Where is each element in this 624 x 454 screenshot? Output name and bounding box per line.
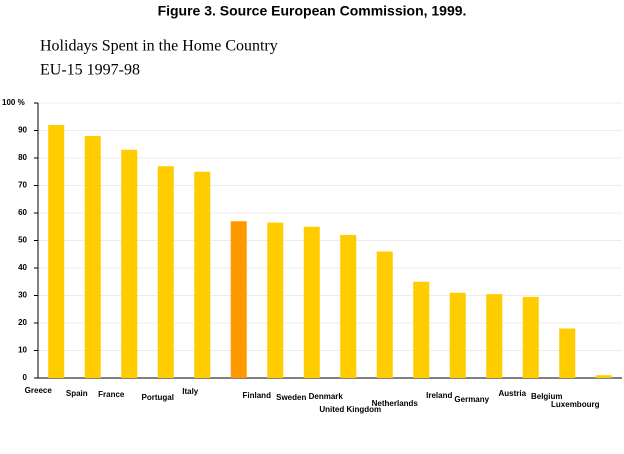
- bar: [522, 296, 539, 378]
- bar: [340, 235, 357, 378]
- bar: [595, 375, 612, 378]
- bar: [413, 281, 430, 378]
- y-tick-label: 20: [18, 318, 27, 327]
- bar: [559, 328, 576, 378]
- bar: [376, 251, 393, 378]
- x-tick-label: Greece: [25, 386, 53, 395]
- bar: [84, 136, 101, 378]
- x-tick-label: Austria: [498, 389, 526, 398]
- y-tick-label: 10: [18, 346, 27, 355]
- y-tick-label: 80: [18, 153, 27, 162]
- bar: [48, 125, 65, 378]
- x-tick-label: United Kingdom: [319, 405, 381, 414]
- y-tick-label: 30: [18, 291, 27, 300]
- bar: [267, 222, 284, 378]
- x-tick-label: Sweden: [276, 393, 306, 402]
- bar: [486, 294, 503, 378]
- y-tick-label: 50: [18, 236, 27, 245]
- x-tick-label: Belgium: [531, 392, 563, 401]
- chart-subtitle: Holidays Spent in the Home Country: [40, 38, 278, 55]
- y-tick-label: 60: [18, 208, 27, 217]
- x-tick-label: Portugal: [142, 393, 174, 402]
- bar: [449, 292, 466, 378]
- bar: [230, 221, 247, 378]
- x-tick-label: Luxembourg: [551, 400, 600, 409]
- y-tick-label: 40: [18, 263, 27, 272]
- chart-subtitle: EU-15 1997-98: [40, 62, 140, 79]
- y-tick-label: 0: [23, 373, 28, 382]
- chart-title: Figure 3. Source European Commission, 19…: [158, 3, 467, 19]
- bar: [121, 149, 138, 378]
- y-tick-label: 100 %: [2, 98, 25, 107]
- x-tick-label: Spain: [66, 389, 88, 398]
- bar: [157, 166, 174, 378]
- x-tick-label: Germany: [454, 395, 489, 404]
- y-tick-label: 70: [18, 181, 27, 190]
- x-tick-label: Ireland: [426, 391, 452, 400]
- x-tick-label: Denmark: [309, 392, 344, 401]
- x-tick-label: France: [98, 390, 125, 399]
- bar: [194, 171, 211, 378]
- x-tick-label: Finland: [243, 391, 272, 400]
- x-tick-label: Italy: [182, 387, 199, 396]
- x-tick-label: Netherlands: [372, 399, 419, 408]
- bar: [303, 226, 320, 378]
- y-tick-label: 90: [18, 126, 27, 135]
